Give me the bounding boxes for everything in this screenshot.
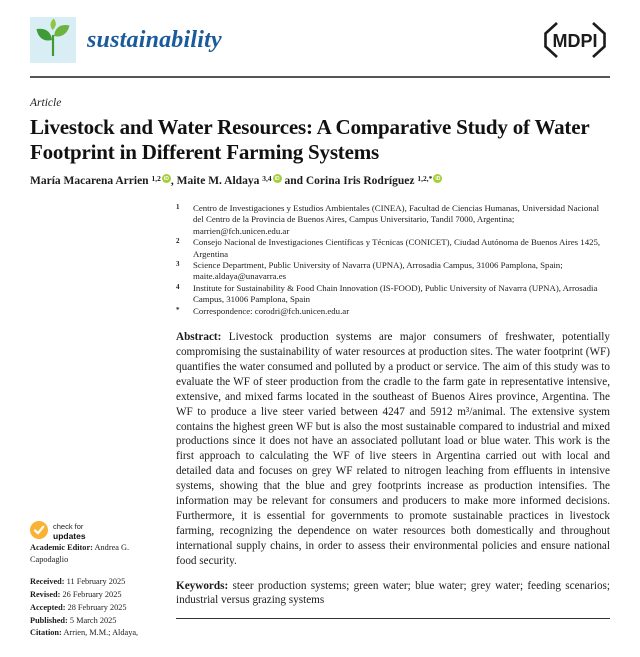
orcid-icon[interactable]: iD [161, 174, 171, 183]
academic-editor-label: Academic Editor: [30, 543, 93, 552]
article-dates: Received: 11 February 2025 Revised: 26 F… [30, 575, 176, 627]
abstract-text: Livestock production systems are major c… [176, 331, 611, 567]
citation-label: Citation: [30, 628, 62, 637]
check-circle-icon [30, 521, 48, 542]
affiliation-item-correspondence: * Correspondence: corodri@fch.unicen.edu… [176, 305, 350, 316]
affiliation-item: 3 Science Department, Public University … [176, 260, 563, 282]
author-line: María Macarena Arrien 1,2 iD, Maite M. Al… [30, 174, 610, 187]
author-affil-sup: 1,2,* [417, 174, 433, 183]
journal-name[interactable]: sustainability [87, 26, 222, 53]
affiliation-item: 2 Consejo Nacional de Investigaciones Ci… [176, 237, 601, 259]
author-affil-sup: 1,2 [151, 174, 161, 183]
article-type-label: Article [30, 97, 62, 109]
mdpi-logo[interactable]: MDPI [540, 20, 610, 60]
date-row: Accepted: 28 February 2025 [30, 603, 127, 612]
article-front-matter: 1 Centro de Investigaciones y Estudios A… [176, 203, 610, 639]
plant-icon [34, 18, 72, 63]
academic-editor-name: Andrea G. Capodaglio [30, 543, 130, 564]
author-name: María Macarena Arrien [30, 175, 149, 187]
author-name: Maite M. Aldaya [176, 175, 260, 187]
header-divider [30, 76, 610, 78]
article-page: sustainability MDPI Article Livestock an… [30, 16, 610, 639]
check-for-updates-badge[interactable]: check for updates [30, 521, 176, 542]
headline-section: Article Livestock and Water Resources: A… [30, 97, 610, 187]
citation: Citation: Arrien, M.M.; Aldaya, [30, 627, 160, 639]
author-affil-sup: 3,4 [262, 174, 272, 183]
svg-text:MDPI: MDPI [553, 31, 598, 51]
orcid-icon[interactable]: iD [272, 174, 282, 183]
article-meta-sidebar: check for updates Academic Editor: Andre… [30, 203, 176, 639]
academic-editor: Academic Editor: Andrea G. Capodaglio [30, 542, 156, 566]
footer-divider [176, 618, 610, 620]
keywords: Keywords: steer production systems; gree… [176, 579, 610, 609]
citation-text: Arrien, M.M.; Aldaya, [63, 628, 139, 637]
abstract: Abstract: Livestock production systems a… [176, 330, 610, 569]
date-row: Received: 11 February 2025 [30, 577, 126, 586]
keywords-label: Keywords: [176, 579, 229, 592]
article-title: Livestock and Water Resources: A Compara… [30, 115, 590, 164]
keywords-text: steer production systems; green water; b… [176, 579, 611, 607]
date-row: Published: 5 March 2025 [30, 616, 117, 625]
journal-header: sustainability MDPI [30, 16, 610, 64]
affiliation-item: 4 Institute for Sustainability & Food Ch… [176, 282, 598, 305]
body-columns: check for updates Academic Editor: Andre… [30, 203, 610, 639]
abstract-label: Abstract: [176, 331, 222, 344]
check-for-updates-label: check for updates [53, 522, 86, 541]
author-separator: and [281, 175, 306, 187]
sustainability-logo[interactable] [30, 17, 76, 63]
orcid-icon[interactable]: iD [433, 174, 443, 183]
date-row: Revised: 26 February 2025 [30, 590, 122, 599]
affiliation-item: 1 Centro de Investigaciones y Estudios A… [176, 203, 600, 236]
author-name: Corina Iris Rodríguez [305, 175, 415, 187]
author-separator: , [170, 175, 177, 187]
affiliation-list: 1 Centro de Investigaciones y Estudios A… [176, 203, 610, 317]
